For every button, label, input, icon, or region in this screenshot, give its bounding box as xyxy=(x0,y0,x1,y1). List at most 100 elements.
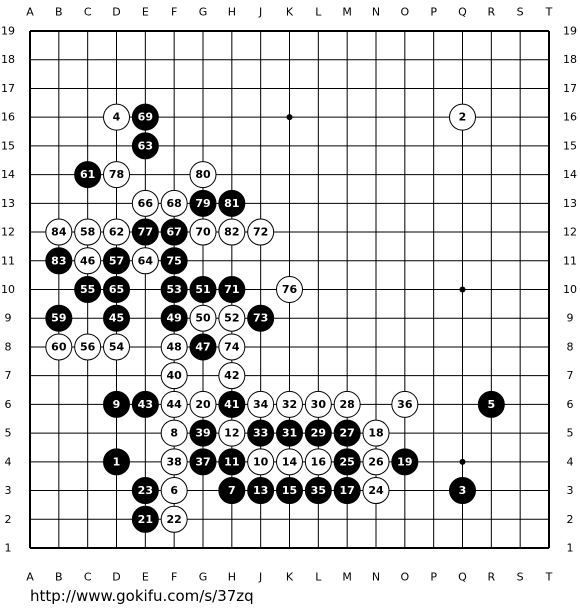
row-label: 17 xyxy=(1,82,15,95)
move-number: 35 xyxy=(311,484,326,497)
move-number: 82 xyxy=(224,226,239,239)
column-label: O xyxy=(400,6,409,19)
move-number: 27 xyxy=(340,427,355,440)
stone xyxy=(189,218,217,246)
column-label: F xyxy=(171,6,177,19)
move-number: 42 xyxy=(224,369,239,382)
move-number: 33 xyxy=(253,427,268,440)
move-number: 40 xyxy=(167,369,183,382)
stone xyxy=(218,448,246,476)
move-number: 36 xyxy=(397,398,413,411)
move-number: 45 xyxy=(109,312,124,325)
move-number: 72 xyxy=(253,226,268,239)
stone xyxy=(160,448,188,476)
column-label: D xyxy=(112,571,120,584)
stone xyxy=(131,505,159,533)
stone xyxy=(276,477,303,505)
move-number: 48 xyxy=(167,340,182,353)
row-label: 15 xyxy=(563,139,577,152)
stone xyxy=(160,419,188,447)
stone xyxy=(362,477,390,505)
row-label: 2 xyxy=(567,513,574,526)
stone xyxy=(160,477,188,505)
stone xyxy=(74,247,102,275)
move-number: 65 xyxy=(109,283,124,296)
row-label: 19 xyxy=(563,25,577,38)
move-number: 10 xyxy=(253,455,269,468)
column-label: A xyxy=(26,571,34,584)
move-number: 25 xyxy=(340,455,355,468)
move-number: 62 xyxy=(109,226,124,239)
move-number: 15 xyxy=(282,484,297,497)
move-number: 39 xyxy=(195,427,210,440)
column-label: P xyxy=(430,571,437,584)
move-number: 8 xyxy=(170,427,178,440)
stone xyxy=(160,304,188,332)
row-label: 12 xyxy=(1,226,15,239)
row-label: 11 xyxy=(563,254,577,267)
row-label: 16 xyxy=(1,111,15,124)
move-number: 58 xyxy=(80,226,95,239)
stone xyxy=(131,477,159,505)
move-number: 32 xyxy=(282,398,297,411)
move-number: 77 xyxy=(138,226,153,239)
stone xyxy=(333,419,361,447)
stone xyxy=(449,103,476,131)
stone xyxy=(160,333,188,361)
row-label: 6 xyxy=(5,398,12,411)
move-number: 63 xyxy=(138,139,153,152)
stone xyxy=(103,247,130,275)
move-number: 20 xyxy=(195,398,211,411)
column-label: S xyxy=(517,571,524,584)
column-label: Q xyxy=(458,6,467,19)
move-number: 78 xyxy=(109,168,124,181)
column-label: E xyxy=(142,571,149,584)
move-number: 4 xyxy=(113,111,121,124)
stone xyxy=(362,448,390,476)
column-label: Q xyxy=(458,571,467,584)
move-number: 57 xyxy=(109,254,124,267)
row-label: 9 xyxy=(5,312,12,325)
stone xyxy=(333,477,361,505)
stone xyxy=(45,304,73,332)
stone xyxy=(218,477,246,505)
move-number: 16 xyxy=(311,455,327,468)
move-number: 1 xyxy=(113,455,121,468)
row-label: 9 xyxy=(567,312,574,325)
move-number: 68 xyxy=(167,197,182,210)
stone xyxy=(218,333,246,361)
stone xyxy=(477,390,505,418)
stone xyxy=(131,218,159,246)
column-label: F xyxy=(171,571,177,584)
star-point xyxy=(286,114,293,121)
row-label: 15 xyxy=(1,139,15,152)
stone xyxy=(218,419,246,447)
row-label: 3 xyxy=(5,484,12,497)
stone xyxy=(304,448,332,476)
stone xyxy=(131,390,159,418)
row-label: 5 xyxy=(5,427,12,440)
row-label: 7 xyxy=(567,369,574,382)
row-label: 2 xyxy=(5,513,12,526)
stone xyxy=(160,218,188,246)
column-label: R xyxy=(488,6,496,19)
move-number: 50 xyxy=(195,312,211,325)
move-number: 38 xyxy=(167,455,182,468)
move-number: 52 xyxy=(224,312,239,325)
stone xyxy=(103,161,130,189)
stone xyxy=(276,448,303,476)
move-number: 56 xyxy=(80,340,96,353)
move-number: 7 xyxy=(228,484,236,497)
stone xyxy=(103,276,130,303)
source-url: http://www.gokifu.com/s/37zq xyxy=(30,587,254,605)
move-number: 43 xyxy=(138,398,153,411)
stone xyxy=(103,304,130,332)
row-label: 13 xyxy=(1,197,15,210)
stone xyxy=(276,419,303,447)
move-number: 37 xyxy=(195,455,210,468)
stone xyxy=(160,189,188,217)
column-label: N xyxy=(372,571,380,584)
stone xyxy=(74,276,102,303)
star-point xyxy=(459,458,466,465)
row-label: 14 xyxy=(563,168,577,181)
